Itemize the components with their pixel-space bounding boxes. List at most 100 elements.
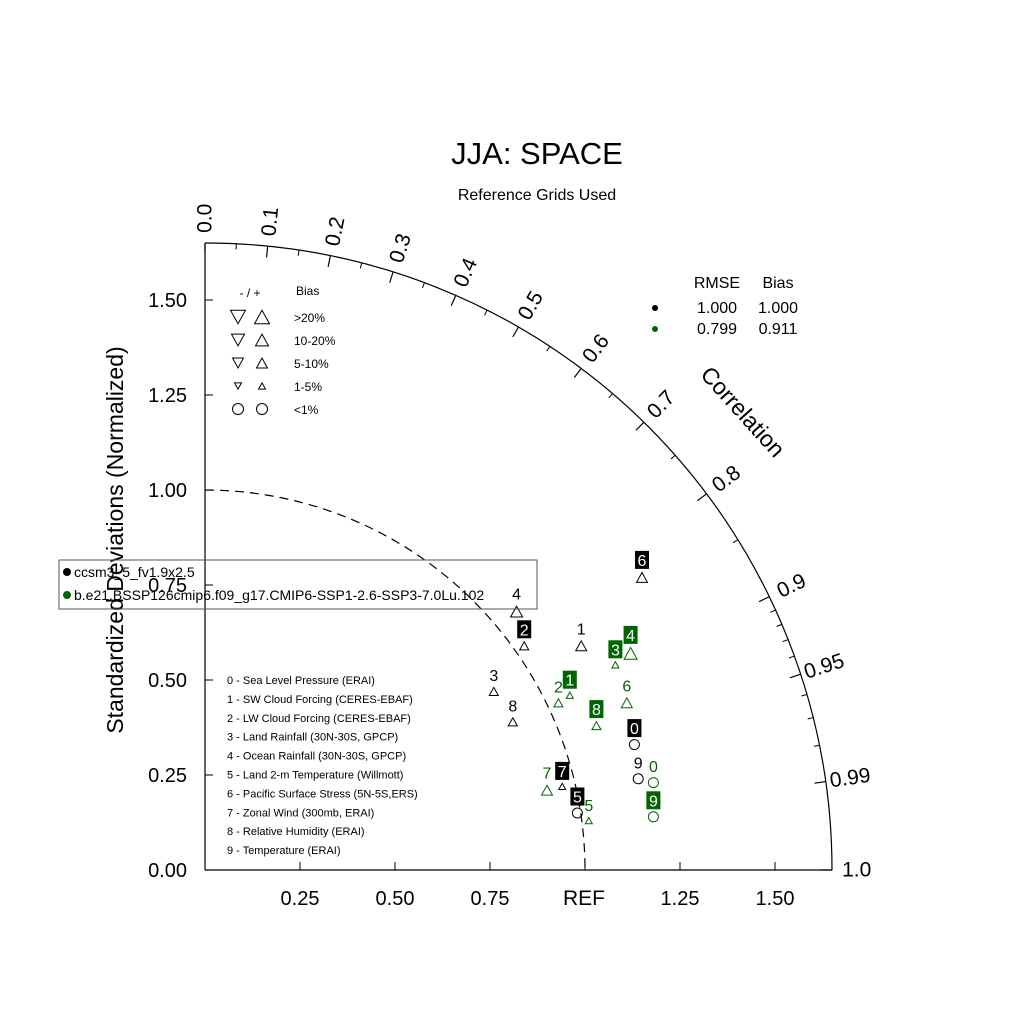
axes-group — [204, 242, 833, 871]
stats-row: 0.799 0.911 — [652, 321, 798, 338]
correlation-label: 0.3 — [385, 231, 416, 266]
variable-list-item: 4 - Ocean Rainfall (30N-30S, GPCP) — [227, 751, 406, 763]
stats-rmse-header: RMSE — [694, 275, 740, 292]
data-point-label-box — [570, 787, 585, 806]
data-point: 4 — [509, 587, 524, 618]
data-point-marker — [557, 782, 567, 791]
data-point: 7 — [555, 761, 570, 791]
correlation-label: 0.2 — [321, 215, 349, 248]
correlation-tick — [327, 255, 331, 267]
data-point-label: 2 — [554, 679, 563, 696]
correlation-minor-tick — [732, 539, 739, 544]
variable-list-item: 0 - Sea Level Pressure (ERAI) — [227, 675, 375, 687]
data-point-marker — [647, 811, 659, 823]
bias-legend-label: 1-5% — [294, 380, 322, 394]
data-point-label: 3 — [611, 642, 620, 659]
x-tick-label: 0.75 — [471, 888, 510, 910]
correlation-minor-tick — [359, 262, 363, 269]
data-point-marker — [509, 605, 524, 618]
correlation-label: 0.1 — [257, 206, 283, 237]
data-point-label: 1 — [577, 621, 586, 638]
stats-row-dot — [652, 305, 658, 311]
data-point-label-box — [589, 700, 604, 719]
bias-legend-label: >20% — [294, 311, 325, 325]
variable-list-item: 9 - Temperature (ERAI) — [227, 845, 341, 857]
data-point-label-box — [517, 620, 532, 639]
y-tick-label: 0.25 — [148, 765, 187, 787]
correlation-minor-tick — [782, 639, 789, 643]
data-point-label: 9 — [649, 793, 658, 810]
data-point-marker — [571, 807, 583, 819]
stats-bias-value: 0.911 — [759, 321, 798, 338]
data-point-marker — [507, 716, 519, 727]
data-point: 8 — [589, 700, 604, 731]
data-point: 2 — [517, 620, 532, 651]
bias-legend-pos-symbol — [255, 357, 269, 369]
bias-legend-row: 1-5% — [233, 380, 322, 394]
chart-title: JJA: SPACE — [451, 136, 623, 171]
correlation-label: Correlation — [696, 361, 791, 462]
x-tick-label: 1.25 — [661, 888, 700, 910]
data-point-label: 1 — [565, 673, 574, 690]
correlation-tick — [389, 271, 394, 283]
data-point: 3 — [488, 668, 500, 696]
case-legend-name: ccsm3_5_fv1.9x2.5 — [74, 564, 195, 580]
data-point-label-box — [555, 761, 570, 780]
stats-rmse-value: 1.000 — [697, 300, 737, 317]
y-tick-label: 0.00 — [148, 860, 187, 882]
correlation-minor-tick — [608, 393, 613, 399]
data-point-label: 6 — [638, 553, 647, 570]
correlation-tick — [573, 368, 582, 378]
data-point-marker — [540, 784, 554, 796]
data-point-label-box — [635, 550, 649, 569]
correlation-label: 0.4 — [449, 254, 482, 290]
correlation-minor-tick — [421, 282, 425, 289]
correlation-tick — [450, 295, 457, 307]
data-point: 4 — [623, 625, 638, 660]
data-point-marker — [647, 777, 659, 789]
stats-row-dot — [652, 326, 658, 332]
correlation-minor-tick — [546, 346, 551, 352]
x-tick-label: 1.50 — [756, 888, 795, 910]
data-point-label: 4 — [512, 587, 521, 604]
y-tick-label: 1.25 — [148, 385, 187, 407]
case-legend-frame — [58, 559, 538, 610]
y-tick-label: 0.75 — [148, 575, 187, 597]
data-point: 3 — [608, 640, 623, 669]
variable-list-item: 1 - SW Cloud Forcing (CERES-EBAF) — [227, 694, 413, 706]
bias-legend-neg-symbol — [229, 309, 247, 325]
bias-legend-row: >20% — [229, 309, 325, 325]
variable-list-item: 5 - Land 2-m Temperature (Willmott) — [227, 770, 403, 782]
correlation-tick — [635, 421, 645, 431]
data-point-marker — [611, 660, 620, 669]
data-point-label: 8 — [592, 702, 601, 719]
variable-list-item: 8 - Relative Humidity (ERAI) — [227, 826, 365, 838]
variable-list-item: 3 - Land Rainfall (30N-30S, GPCP) — [227, 732, 398, 744]
bias-legend-label: 10-20% — [294, 334, 336, 348]
correlation-label: 0.7 — [643, 386, 680, 423]
correlation-label: 0.6 — [578, 330, 614, 367]
variable-list: 0 - Sea Level Pressure (ERAI) 1 - SW Clou… — [227, 675, 418, 857]
x-tick-label: 0.50 — [376, 888, 415, 910]
bias-legend-neg-symbol — [233, 382, 243, 391]
correlation-label: 0.9 — [773, 569, 809, 602]
data-point-marker — [565, 691, 575, 699]
data-point: 1 — [574, 621, 588, 652]
data-point: 7 — [540, 766, 554, 796]
data-point: 2 — [553, 679, 564, 708]
variable-list-item: 2 - LW Cloud Forcing (CERES-EBAF) — [227, 713, 411, 725]
bias-legend-header: Bias — [296, 284, 319, 298]
bias-legend-row: 10-20% — [230, 333, 336, 348]
stats-bias-header: Bias — [762, 275, 793, 292]
data-point-label: 7 — [543, 766, 552, 783]
data-point-marker — [635, 571, 649, 583]
correlation-label: 0.95 — [801, 649, 847, 684]
bias-legend-row: <1% — [232, 403, 319, 417]
correlation-tick — [512, 326, 520, 338]
correlation-minor-tick — [297, 250, 300, 256]
stats-row: 1.000 1.000 — [652, 300, 798, 317]
data-point-marker — [488, 686, 500, 696]
variable-list-item: 7 - Zonal Wind (300mb, ERAI) — [227, 807, 374, 819]
data-point-marker — [620, 696, 634, 709]
